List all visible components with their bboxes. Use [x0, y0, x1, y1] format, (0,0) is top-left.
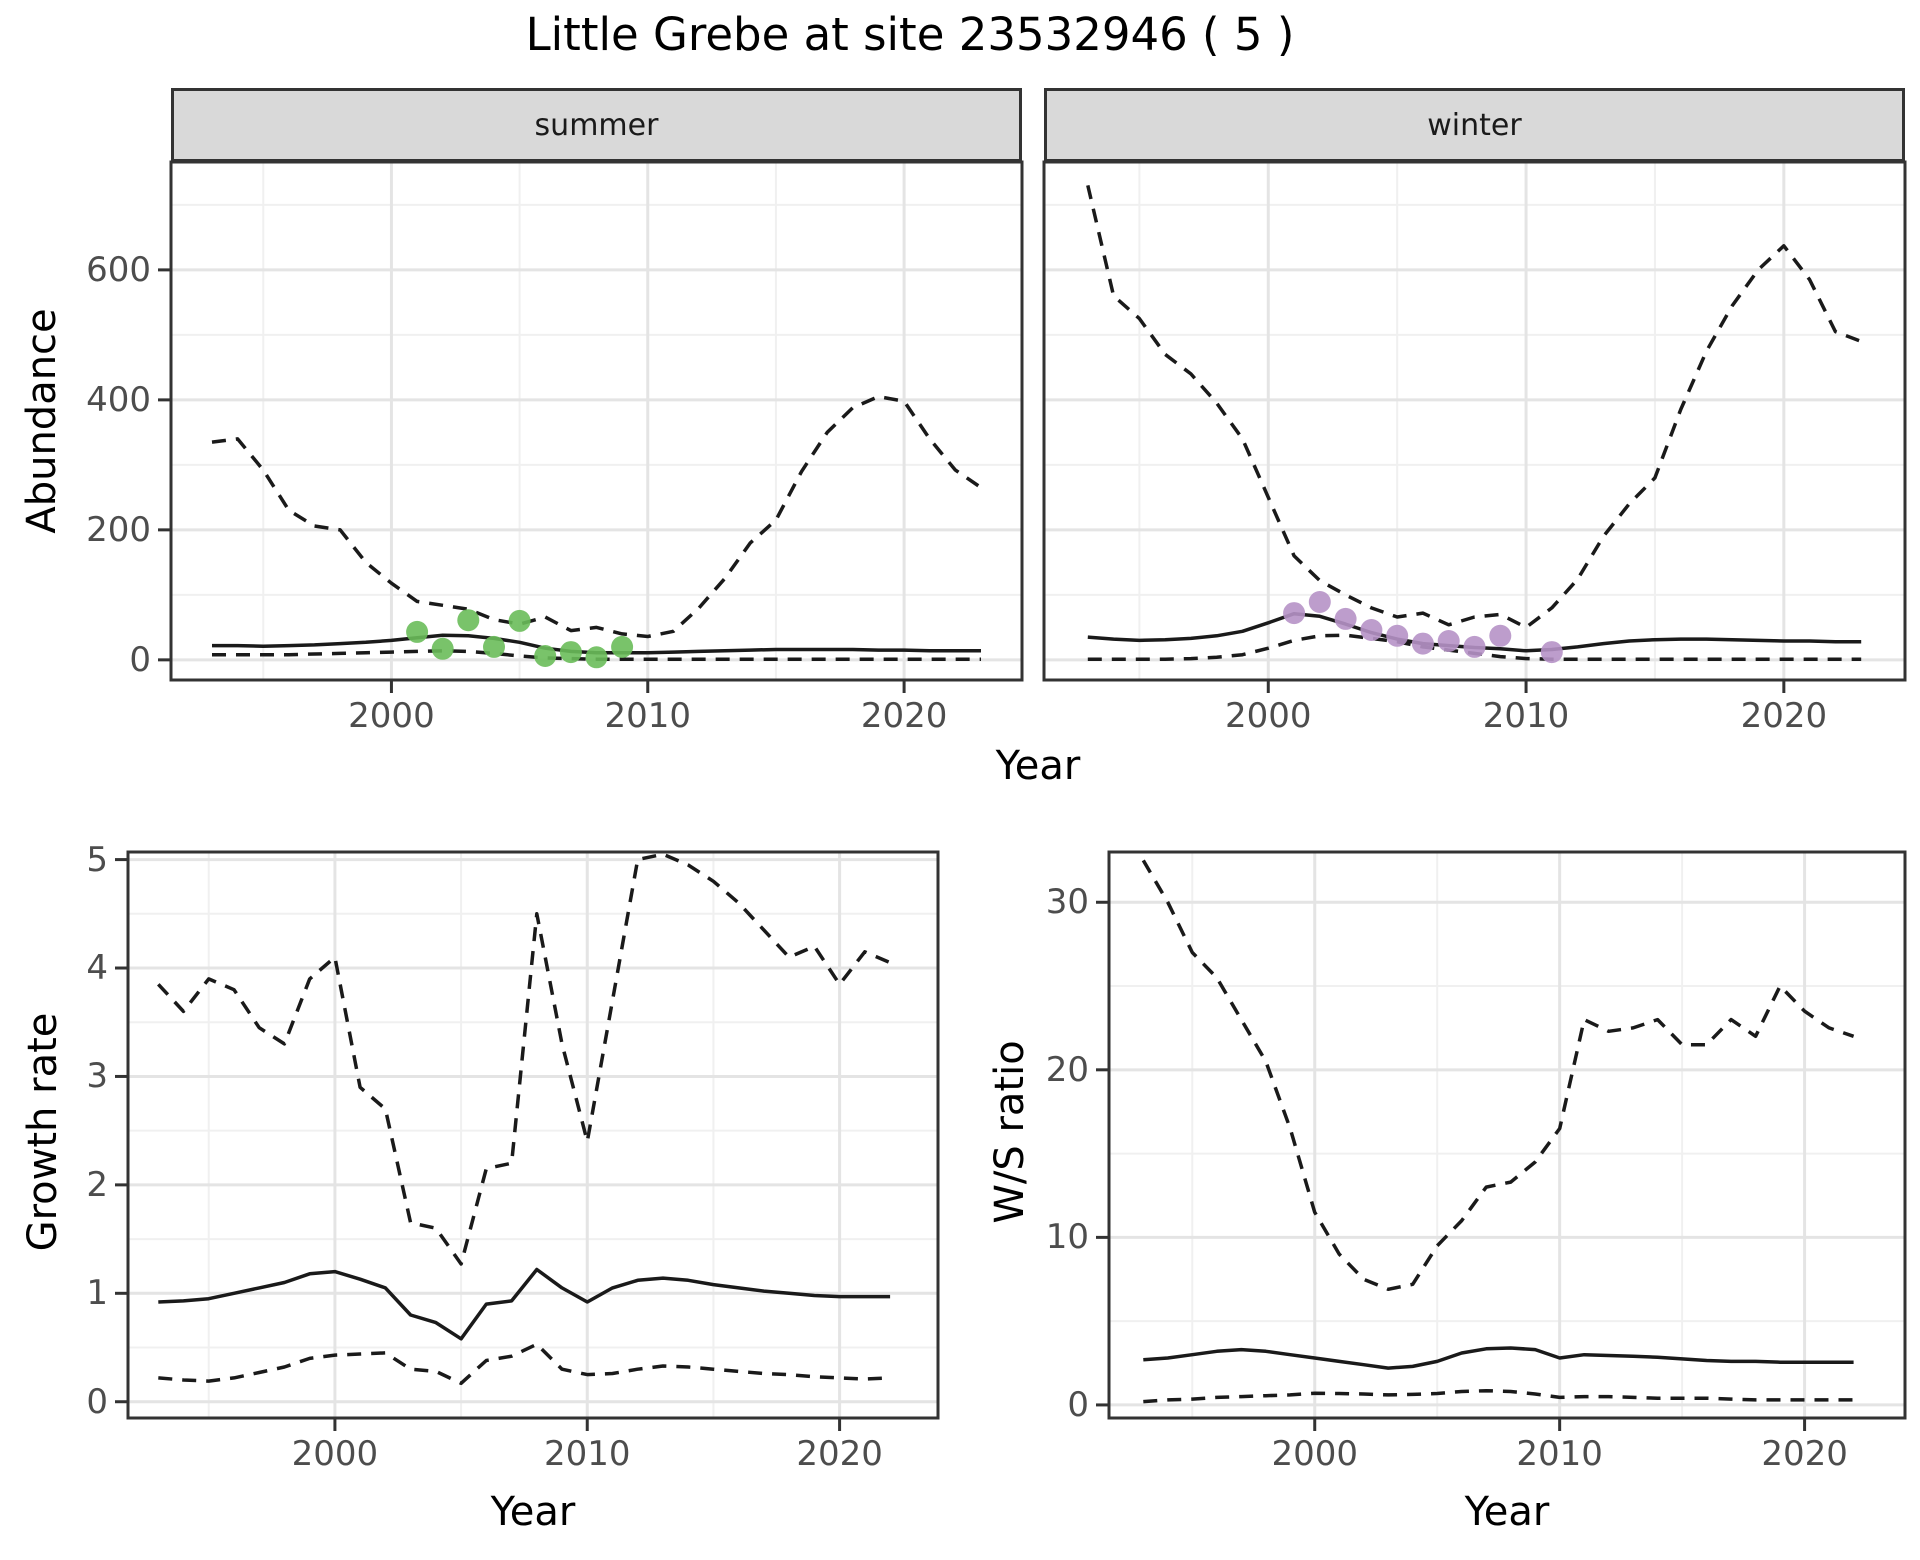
x-axis-title-year-bottom-left: Year: [490, 1489, 576, 1535]
observed-counts-summer-point: [559, 641, 582, 664]
panel-border: [126, 850, 940, 1420]
x-tick-label: 2020: [1761, 1434, 1848, 1474]
observed-counts-winter-point: [1411, 632, 1434, 655]
x-tick-label: 2000: [1271, 1434, 1358, 1474]
x-tick-label: 2010: [1516, 1434, 1603, 1474]
x-tick-label: 2020: [860, 696, 948, 736]
observed-counts-winter-point: [1437, 630, 1460, 652]
y-tick-label: 600: [86, 249, 151, 290]
panel-abundance_summer: [158, 160, 1024, 693]
observed-counts-summer-point: [585, 646, 608, 669]
x-tick-label: 2010: [604, 696, 692, 736]
facet-strip-winter: winter: [1044, 88, 1905, 162]
series-line-upper_ci: [1141, 859, 1855, 1292]
x-tick-label: 2020: [1740, 696, 1828, 736]
panel-border: [1107, 850, 1907, 1420]
x-axis-title-year-top: Year: [995, 743, 1081, 789]
x-tick-label: 2010: [1482, 696, 1570, 736]
y-tick-label: 5: [86, 839, 108, 880]
y-tick-label: 20: [1045, 1049, 1089, 1090]
series-line-lower_ci: [1143, 1388, 1854, 1404]
y-tick-label: 2: [86, 1164, 108, 1205]
series-line-median: [158, 1267, 891, 1341]
y-axis-title-growth-rate: Growth rate: [20, 1012, 66, 1252]
facet-strip-summer-label: summer: [534, 107, 659, 143]
observed-counts-summer-point: [431, 637, 454, 660]
series-line-median: [1143, 1346, 1854, 1370]
observed-counts-summer-point: [508, 609, 531, 632]
facet-strip-winter-label: winter: [1427, 107, 1522, 143]
panel-growth_rate: [115, 850, 940, 1431]
panel-ws_ratio: [1096, 850, 1907, 1431]
x-axis-title-year-bottom-right: Year: [1464, 1489, 1550, 1535]
series-line-upper_ci: [1086, 185, 1862, 630]
observed-counts-summer-point: [611, 635, 634, 658]
y-tick-label: 3: [86, 1056, 108, 1097]
series-line-upper_ci: [211, 394, 982, 639]
facet-strip-summer: summer: [171, 88, 1022, 162]
series-line-upper_ci: [157, 852, 891, 1266]
y-tick-label: 4: [86, 948, 108, 989]
y-tick-label: 400: [86, 379, 151, 420]
observed-counts-winter-point: [1489, 624, 1512, 647]
figure-title: Little Grebe at site 23532946 ( 5 ): [525, 8, 1295, 61]
y-tick-label: 1: [86, 1273, 108, 1314]
observed-counts-winter-point: [1334, 607, 1357, 630]
observed-counts-winter-point: [1463, 635, 1486, 658]
observed-counts-summer-point: [457, 609, 480, 632]
y-tick-label: 30: [1045, 882, 1089, 923]
series-line-lower_ci: [158, 1342, 891, 1386]
y-axis-title-abundance: Abundance: [19, 308, 65, 534]
observed-counts-winter-point: [1308, 591, 1331, 613]
x-tick-label: 2010: [543, 1434, 631, 1474]
observed-counts-summer-point: [534, 645, 557, 667]
x-tick-label: 2000: [291, 1434, 379, 1474]
observed-counts-summer-point: [406, 620, 429, 643]
observed-counts-winter-point: [1540, 641, 1563, 664]
x-tick-label: 2000: [1225, 696, 1312, 736]
y-tick-label: 0: [86, 1381, 108, 1422]
y-tick-label: 10: [1045, 1217, 1089, 1258]
x-tick-label: 2000: [348, 696, 435, 736]
y-tick-label: 0: [1067, 1384, 1089, 1425]
y-tick-label: 0: [129, 639, 151, 680]
observed-counts-winter-point: [1283, 602, 1306, 625]
panel-border: [1042, 160, 1907, 682]
observed-counts-summer-point: [483, 635, 505, 658]
panel-border: [169, 160, 1024, 682]
panel-abundance_winter: [1042, 160, 1907, 693]
x-tick-label: 2020: [796, 1434, 883, 1474]
observed-counts-winter-point: [1360, 619, 1383, 641]
observed-counts-winter-point: [1386, 624, 1409, 647]
y-tick-label: 200: [86, 509, 151, 550]
